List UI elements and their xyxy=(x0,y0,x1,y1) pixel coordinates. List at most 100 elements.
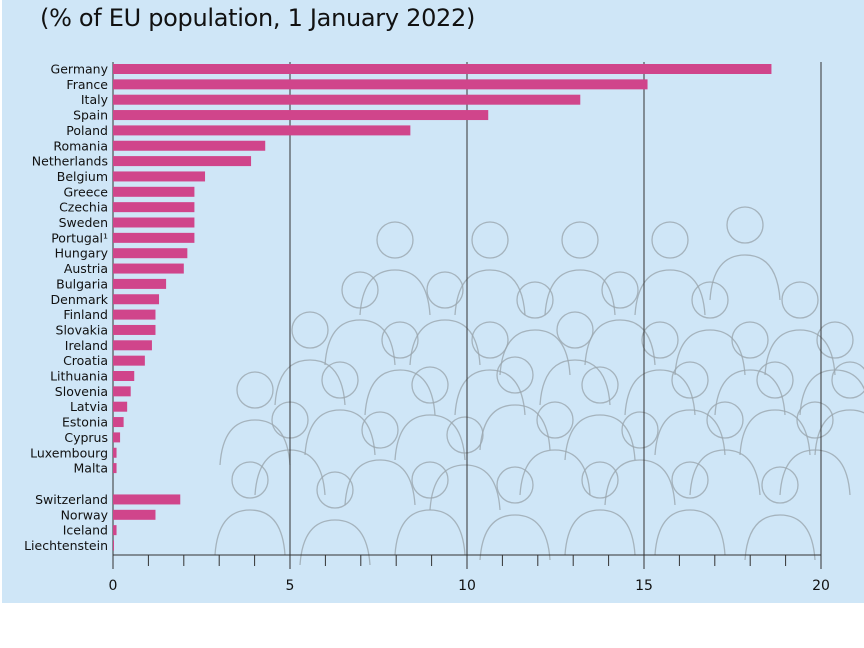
person-illustration-body xyxy=(299,519,371,566)
category-label: France xyxy=(66,77,108,92)
bar-croatia xyxy=(113,355,145,366)
person-illustration-head xyxy=(376,221,414,259)
person-illustration-head xyxy=(706,401,744,439)
category-label: Ireland xyxy=(65,338,108,353)
person-illustration-head xyxy=(516,281,554,319)
person-illustration-head xyxy=(496,356,534,394)
person-illustration-head xyxy=(426,271,464,309)
category-label: Spain xyxy=(73,108,108,123)
person-illustration-body xyxy=(394,414,466,461)
person-illustration-head xyxy=(316,471,354,509)
bar-slovakia xyxy=(113,324,156,335)
person-illustration-head xyxy=(321,361,359,399)
category-label: Lithuania xyxy=(50,369,108,384)
category-label: Sweden xyxy=(59,215,108,230)
category-label: Luxembourg xyxy=(30,445,108,460)
category-label: Denmark xyxy=(51,292,109,307)
person-illustration-head xyxy=(361,411,399,449)
person-illustration-body xyxy=(304,409,376,456)
bar-cyprus xyxy=(113,432,121,443)
bar-romania xyxy=(113,140,266,151)
bar-germany xyxy=(113,64,772,74)
person-illustration-body xyxy=(499,329,571,376)
bar-sweden xyxy=(113,217,195,228)
bar-switzerland xyxy=(113,494,181,505)
bar-iceland xyxy=(113,525,117,536)
bar-belgium xyxy=(113,171,206,182)
person-illustration-body xyxy=(479,514,551,561)
x-tick-label: 20 xyxy=(812,578,830,594)
x-tick-label: 5 xyxy=(286,578,295,594)
person-illustration-body xyxy=(624,369,696,416)
person-illustration-body xyxy=(739,409,811,456)
bar-liechtenstein xyxy=(113,540,114,551)
bar-spain xyxy=(113,110,489,121)
person-illustration-body xyxy=(429,464,501,511)
category-label: Germany xyxy=(51,62,109,77)
person-illustration-body xyxy=(214,509,286,556)
category-label: Slovakia xyxy=(56,322,108,337)
person-illustration-head xyxy=(556,311,594,349)
person-illustration-head xyxy=(796,401,834,439)
category-label: Finland xyxy=(63,307,108,322)
category-label: Croatia xyxy=(63,353,108,368)
category-label: Switzerland xyxy=(35,492,108,507)
x-tick-label: 10 xyxy=(458,578,476,594)
bar-ireland xyxy=(113,340,152,351)
chart-subtitle: (% of EU population, 1 January 2022) xyxy=(40,4,476,32)
person-illustration-head xyxy=(411,461,449,499)
bar-france xyxy=(113,79,648,90)
person-illustration-head xyxy=(651,221,689,259)
category-label: Portugal¹ xyxy=(51,230,108,245)
category-label: Bulgaria xyxy=(56,276,108,291)
category-label: Austria xyxy=(64,261,108,276)
person-illustration-head xyxy=(471,221,509,259)
bar-finland xyxy=(113,309,156,320)
category-label: Romania xyxy=(53,138,108,153)
bar-netherlands xyxy=(113,156,252,167)
person-illustration-head xyxy=(446,416,484,454)
person-illustration-body xyxy=(454,269,526,316)
person-illustration-body xyxy=(324,319,396,366)
person-illustration-head xyxy=(621,411,659,449)
x-tick-label: 0 xyxy=(109,578,118,594)
category-label: Slovenia xyxy=(55,384,108,399)
person-illustration-body xyxy=(674,329,746,376)
person-illustration-head xyxy=(236,371,274,409)
category-label: Cyprus xyxy=(64,430,108,445)
person-illustration-head xyxy=(536,401,574,439)
person-illustration-body xyxy=(364,369,436,416)
person-illustration-body xyxy=(544,269,616,316)
category-label: Italy xyxy=(81,92,109,107)
person-illustration-head xyxy=(641,321,679,359)
person-illustration-head xyxy=(671,461,709,499)
bar-poland xyxy=(113,125,411,136)
person-illustration-head xyxy=(341,271,379,309)
category-label: Malta xyxy=(74,461,108,476)
person-illustration-body xyxy=(584,319,656,366)
person-illustration-head xyxy=(726,206,764,244)
bar-norway xyxy=(113,509,156,520)
category-label: Netherlands xyxy=(32,154,108,169)
person-illustration-head xyxy=(291,311,329,349)
person-illustration-body xyxy=(479,404,551,451)
person-illustration-body xyxy=(814,409,864,456)
person-illustration-body xyxy=(344,459,416,506)
bar-bulgaria xyxy=(113,278,167,289)
person-illustration-body xyxy=(604,459,676,506)
person-illustration-body xyxy=(764,329,836,376)
bar-luxembourg xyxy=(113,447,117,458)
person-illustration-body xyxy=(539,359,611,406)
person-illustration-body xyxy=(274,359,346,406)
bar-slovenia xyxy=(113,386,131,397)
person-illustration-body xyxy=(564,414,636,461)
category-label: Czechia xyxy=(59,200,108,215)
person-illustration-body xyxy=(654,409,726,456)
category-label: Estonia xyxy=(62,415,108,430)
person-illustration-head xyxy=(756,361,794,399)
person-illustration-body xyxy=(654,509,726,556)
bar-portugal xyxy=(113,232,195,243)
person-illustration-head xyxy=(671,361,709,399)
person-illustration-head xyxy=(471,321,509,359)
bar-estonia xyxy=(113,417,124,428)
